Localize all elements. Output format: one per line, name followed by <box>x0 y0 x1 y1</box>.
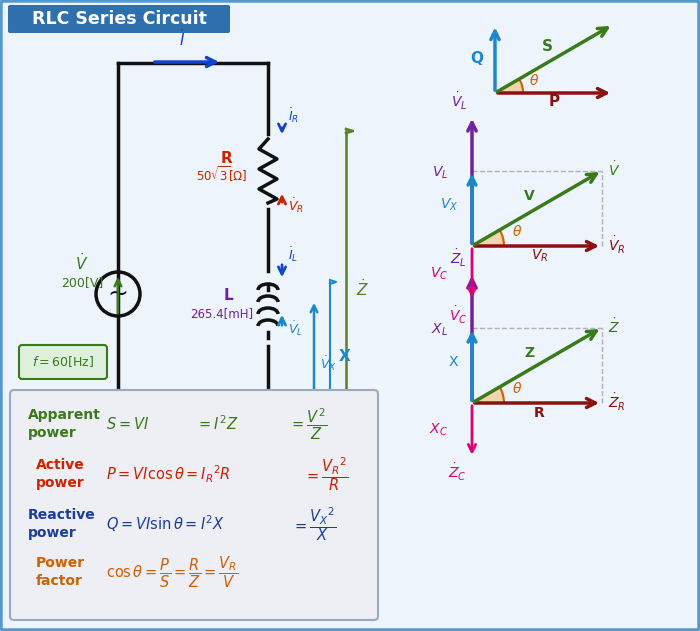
Text: $X_L$: $X_L$ <box>431 322 448 338</box>
Text: Power: Power <box>36 556 85 570</box>
Polygon shape <box>472 230 504 246</box>
Text: $Q = VI\sin\theta = I^2 X$: $Q = VI\sin\theta = I^2 X$ <box>106 514 225 534</box>
Text: $V_L$: $V_L$ <box>432 165 448 181</box>
Text: $\dot{V}_R$: $\dot{V}_R$ <box>608 235 626 256</box>
Text: $V_X$: $V_X$ <box>440 196 458 213</box>
Text: $53[\mu F]$: $53[\mu F]$ <box>209 447 248 464</box>
Text: Reactive: Reactive <box>28 508 96 522</box>
Text: 265.4[mH]: 265.4[mH] <box>190 307 253 320</box>
Text: S: S <box>541 38 552 54</box>
Polygon shape <box>495 79 523 93</box>
Text: X: X <box>449 355 458 369</box>
Text: $\theta$: $\theta$ <box>512 381 522 396</box>
FancyBboxPatch shape <box>8 5 230 33</box>
Text: $\dot{Z}_C$: $\dot{Z}_C$ <box>448 462 467 483</box>
Text: power: power <box>28 426 77 440</box>
Polygon shape <box>472 387 504 403</box>
Text: $\dot{Z}$: $\dot{Z}$ <box>356 278 369 299</box>
Text: $V_C$: $V_C$ <box>430 265 448 281</box>
Text: $= \dfrac{V_X{}^2}{X}$: $= \dfrac{V_X{}^2}{X}$ <box>292 505 337 543</box>
Text: $V_R$: $V_R$ <box>531 248 548 264</box>
Text: $\dot{I}_C$: $\dot{I}_C$ <box>288 391 300 410</box>
Text: $\cos\theta = \dfrac{P}{S} = \dfrac{R}{Z} = \dfrac{V_R}{V}$: $\cos\theta = \dfrac{P}{S} = \dfrac{R}{Z… <box>106 555 239 589</box>
Text: $\theta$: $\theta$ <box>512 224 522 239</box>
Text: $X_C$: $X_C$ <box>429 422 448 439</box>
Text: R: R <box>534 406 545 420</box>
Text: $= \dfrac{V^2}{Z}$: $= \dfrac{V^2}{Z}$ <box>289 406 327 442</box>
Text: RLC Series Circuit: RLC Series Circuit <box>32 10 206 28</box>
Text: V: V <box>524 189 535 203</box>
Text: $f = 60[\mathrm{Hz}]$: $f = 60[\mathrm{Hz}]$ <box>32 355 94 370</box>
FancyBboxPatch shape <box>10 390 378 620</box>
FancyBboxPatch shape <box>19 345 107 379</box>
Text: $P = VI\cos\theta = I_R{}^2 R$: $P = VI\cos\theta = I_R{}^2 R$ <box>106 463 231 485</box>
Text: $\dot{I}_L$: $\dot{I}_L$ <box>288 245 298 264</box>
Text: Active: Active <box>36 458 85 472</box>
Text: Apparent: Apparent <box>28 408 101 422</box>
Text: power: power <box>28 526 77 540</box>
Text: $= \dfrac{V_R{}^2}{R}$: $= \dfrac{V_R{}^2}{R}$ <box>304 455 349 493</box>
Text: $\dot{V}_L$: $\dot{V}_L$ <box>451 91 467 112</box>
Text: $\dot{V}_L$: $\dot{V}_L$ <box>288 319 303 338</box>
Text: L: L <box>223 288 233 303</box>
Text: $\dot{V}$: $\dot{V}$ <box>76 252 89 273</box>
Text: R: R <box>220 151 232 166</box>
Text: $\dot{V}_C$: $\dot{V}_C$ <box>449 305 467 326</box>
Text: ~: ~ <box>108 282 128 306</box>
Text: X: X <box>339 349 351 364</box>
Text: $\dot{Z}_R$: $\dot{Z}_R$ <box>608 391 626 413</box>
Text: $= I^2 Z$: $= I^2 Z$ <box>196 415 239 433</box>
Text: $\dot{I}_R$: $\dot{I}_R$ <box>288 107 299 125</box>
Text: $\dot{Z}$: $\dot{Z}$ <box>608 317 620 336</box>
Text: Z: Z <box>524 346 534 360</box>
Text: $\dot{V}$: $\dot{V}$ <box>608 160 620 179</box>
Text: factor: factor <box>36 574 83 588</box>
Text: P: P <box>548 94 559 109</box>
Text: power: power <box>36 476 85 490</box>
Text: $\dot{I}$: $\dot{I}$ <box>179 28 185 49</box>
Text: C: C <box>226 430 237 445</box>
Text: $\dot{Z}_L$: $\dot{Z}_L$ <box>450 248 467 269</box>
Text: Q: Q <box>470 51 483 66</box>
Text: $\theta$: $\theta$ <box>529 73 539 88</box>
Text: $50\sqrt{3}[\Omega]$: $50\sqrt{3}[\Omega]$ <box>196 164 248 184</box>
Text: $\dot{V}_C$: $\dot{V}_C$ <box>288 468 304 486</box>
Text: $\dot{V}_X$: $\dot{V}_X$ <box>320 355 337 373</box>
Text: $S = VI$: $S = VI$ <box>106 416 149 432</box>
Text: $\dot{V}_R$: $\dot{V}_R$ <box>288 196 304 215</box>
Text: 200[V]: 200[V] <box>61 276 103 289</box>
